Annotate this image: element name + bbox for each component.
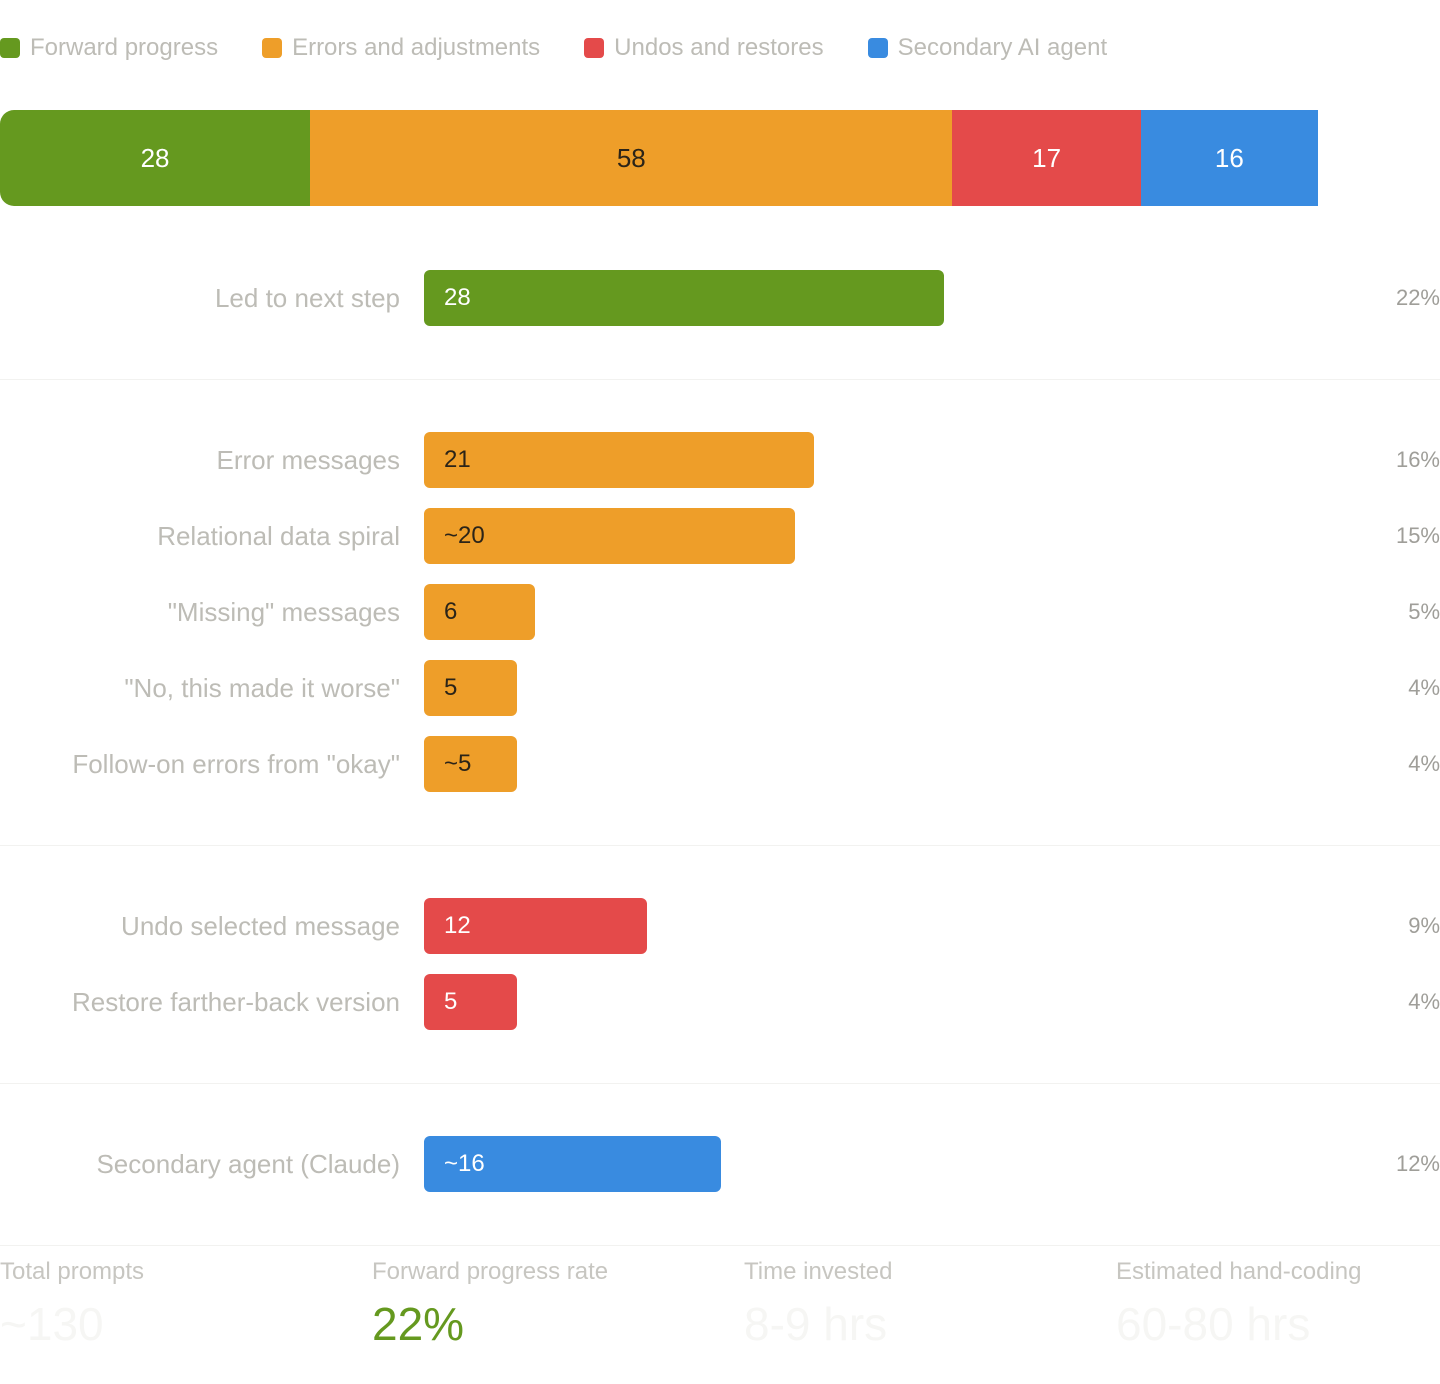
row-percent: 5% [1408, 599, 1440, 624]
stat-label: Estimated hand-coding [1116, 1258, 1362, 1285]
chart-row: Follow-on errors from "okay" ~5 4% [0, 736, 1440, 792]
bar-errors: 6 [424, 584, 536, 640]
row-percent: 15% [1395, 523, 1440, 548]
row-label: Error messages [216, 445, 401, 475]
group-divider [0, 1083, 1440, 1084]
stat-label: Total prompts [0, 1258, 145, 1285]
legend-swatch [584, 38, 605, 58]
row-percent: 4% [1408, 675, 1440, 700]
bar-value-label: ~20 [444, 522, 485, 549]
bar-undos: 12 [424, 898, 647, 954]
chart-row: Led to next step 28 22% [0, 270, 1440, 326]
row-label: Led to next step [214, 283, 400, 313]
stack-segment-undos: 17 [952, 110, 1141, 206]
chart-row: Restore farther-back version 5 4% [0, 974, 1440, 1030]
row-percent: 4% [1408, 989, 1440, 1014]
chart-row: Undo selected message 12 9% [0, 898, 1440, 954]
bar-value-label: 28 [444, 284, 471, 311]
row-label: Secondary agent (Claude) [96, 1149, 400, 1179]
legend-item-secondary: Secondary AI agent [867, 34, 1108, 62]
stat-3: Estimated hand-coding 60-80 hrs [1116, 1256, 1440, 1352]
chart-row: "Missing" messages 6 5% [0, 584, 1440, 640]
bar-value-label: ~16 [444, 1150, 485, 1177]
legend: Forward progress Errors and adjustments Un… [0, 34, 1151, 62]
row-label: Relational data spiral [157, 521, 400, 551]
row-percent: 16% [1395, 447, 1440, 472]
group-divider [0, 845, 1440, 846]
chart-row: Relational data spiral ~20 15% [0, 508, 1440, 564]
stat-value: 60-80 hrs [1116, 1298, 1311, 1350]
stat-label: Time invested [744, 1258, 893, 1285]
stat-value: ~130 [0, 1298, 104, 1350]
legend-label: Forward progress [30, 34, 219, 61]
bar-errors: ~5 [424, 736, 517, 792]
legend-swatch [0, 38, 20, 58]
bar-errors: ~20 [424, 508, 796, 564]
stat-1: Forward progress rate 22% [372, 1256, 744, 1352]
bar-errors: 21 [424, 432, 814, 488]
summary-stats: Total prompts ~130 Forward progress rate 22… [0, 1256, 1440, 1352]
chart-row: "No, this made it worse" 5 4% [0, 660, 1440, 716]
legend-item-forward: Forward progress [0, 34, 218, 62]
bar-secondary: ~16 [424, 1136, 722, 1192]
bar-errors: 5 [424, 660, 517, 716]
stat-value: 8-9 hrs [744, 1298, 888, 1350]
group-divider [0, 379, 1440, 380]
legend-label: Errors and adjustments [292, 34, 541, 61]
row-percent: 22% [1395, 285, 1440, 310]
bar-value-label: ~5 [444, 750, 472, 777]
bar-undos: 5 [424, 974, 517, 1030]
stack-segment-errors: 58 [310, 110, 953, 206]
legend-label: Undos and restores [614, 34, 824, 61]
stacked-total-bar: 28 58 17 16 [0, 110, 1318, 206]
row-label: Undo selected message [121, 911, 400, 941]
stack-segment-forward: 28 [0, 110, 311, 206]
row-label: Follow-on errors from "okay" [72, 749, 400, 779]
row-percent: 12% [1395, 1151, 1440, 1176]
row-percent: 4% [1408, 751, 1440, 776]
stat-2: Time invested 8-9 hrs [744, 1256, 1116, 1352]
legend-item-undos: Undos and restores [584, 34, 824, 62]
legend-item-errors: Errors and adjustments [262, 34, 540, 62]
stack-segment-secondary: 16 [1140, 110, 1318, 206]
chart-row: Error messages 21 16% [0, 432, 1440, 488]
bar-value-label: 12 [444, 912, 471, 939]
row-percent: 9% [1408, 913, 1440, 938]
row-label: "No, this made it worse" [124, 673, 400, 703]
stat-value: 22% [372, 1298, 465, 1350]
stat-0: Total prompts ~130 [0, 1256, 372, 1352]
bar-value-label: 21 [444, 446, 471, 473]
bar-value-label: 5 [444, 988, 458, 1015]
bar-value-label: 5 [444, 674, 458, 701]
group-divider [0, 1245, 1440, 1246]
legend-swatch [262, 38, 283, 58]
bar-forward: 28 [424, 270, 944, 326]
chart-row: Secondary agent (Claude) ~16 12% [0, 1136, 1440, 1192]
row-label: "Missing" messages [167, 597, 400, 627]
legend-swatch [867, 38, 888, 58]
legend-label: Secondary AI agent [897, 34, 1108, 61]
bar-value-label: 6 [444, 598, 458, 625]
stat-label: Forward progress rate [372, 1258, 609, 1285]
row-label: Restore farther-back version [71, 987, 400, 1017]
